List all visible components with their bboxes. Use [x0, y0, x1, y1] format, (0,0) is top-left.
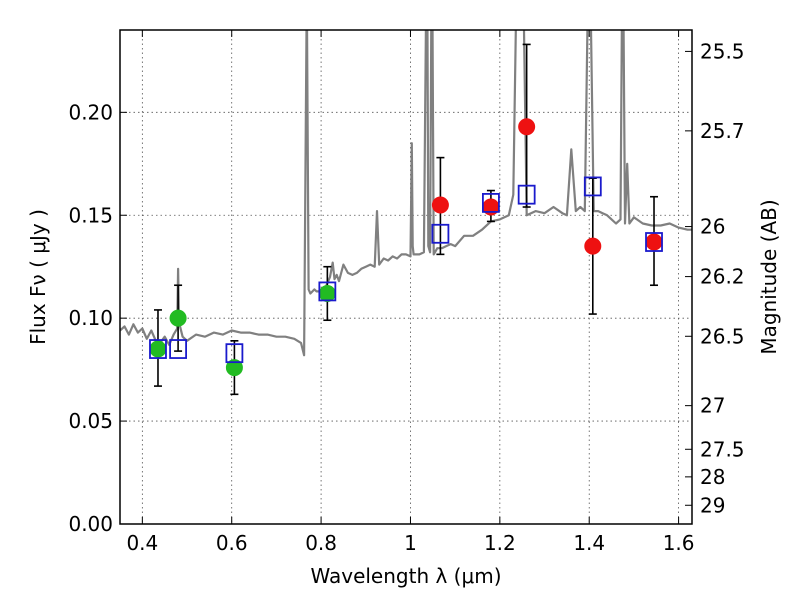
red-point	[518, 118, 536, 136]
right-tick-label: 27	[700, 394, 725, 418]
x-tick-label: 0.6	[216, 531, 248, 555]
x-tick-label: 0.8	[305, 531, 337, 555]
green-point	[149, 340, 167, 358]
x-tick-label: 1.2	[484, 531, 516, 555]
y-axis-right-label: Magnitude (AB)	[757, 199, 781, 354]
model-square	[225, 343, 244, 364]
model-square	[318, 281, 337, 302]
right-tick-label: 26	[700, 215, 725, 239]
spectrum-line	[120, 30, 692, 357]
right-tick-label: 26.2	[700, 265, 745, 289]
red-point	[431, 196, 449, 214]
y-tick-label: 0.20	[68, 100, 113, 124]
model-square	[583, 176, 602, 197]
right-tick-label: 29	[700, 493, 725, 517]
x-tick-label: 1.6	[663, 531, 695, 555]
model-square	[431, 223, 450, 244]
y-tick-label: 0.05	[68, 409, 113, 433]
right-tick-label: 25.5	[700, 39, 745, 63]
model-square	[645, 232, 663, 252]
green-point	[318, 284, 336, 302]
green-point	[169, 309, 187, 327]
red-point	[584, 237, 602, 255]
plot-area	[120, 30, 692, 524]
right-tick-label: 28	[700, 465, 725, 489]
marker-layer	[149, 118, 663, 377]
y-tick-label: 0.10	[68, 306, 113, 330]
x-tick-label: 0.4	[126, 531, 158, 555]
right-tick-label: 26.5	[700, 324, 745, 348]
x-tick-label: 1	[404, 531, 417, 555]
red-point	[645, 233, 663, 251]
x-axis-label: Wavelength λ (μm)	[310, 564, 501, 588]
model-square	[482, 192, 500, 213]
y-tick-label: 0.15	[68, 203, 113, 227]
right-tick-label: 27.5	[700, 437, 745, 461]
model-square	[517, 184, 536, 205]
spectrum-layer	[120, 30, 692, 357]
right-tick-label: 25.7	[700, 119, 745, 143]
y-tick-label: 0.00	[68, 512, 113, 536]
model-square	[149, 339, 167, 359]
model-square	[169, 339, 187, 359]
y-axis-label: Flux Fν ( μJy )	[26, 209, 50, 345]
ticks: 0.4 0.6 0.8 1 1.2 1.4 1.6 0.00 0.05 0.10 0.15 0.20 2…	[68, 30, 745, 555]
x-tick-label: 1.4	[573, 531, 605, 555]
green-point	[225, 359, 243, 377]
